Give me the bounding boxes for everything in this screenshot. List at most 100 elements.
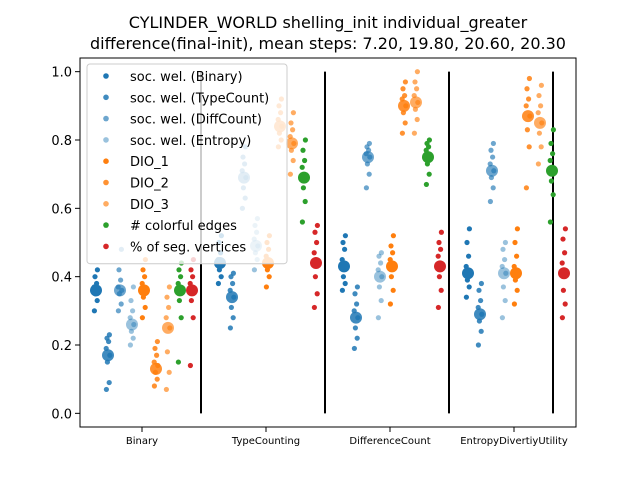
legend: soc. wel. (Binary) soc. wel. (TypeCount) s… [86, 63, 288, 265]
data-point [390, 233, 396, 239]
data-point [131, 321, 137, 328]
data-point [435, 253, 441, 259]
data-point [339, 287, 345, 293]
data-point [163, 315, 169, 321]
data-point [490, 185, 496, 191]
mean-marker [186, 284, 198, 297]
mean-marker [534, 116, 546, 129]
data-point [378, 297, 384, 304]
data-point [106, 379, 112, 386]
legend-marker [103, 222, 109, 228]
data-point [342, 246, 348, 252]
data-point [230, 270, 236, 276]
data-point [514, 253, 520, 259]
legend-entry: soc. wel. (TypeCount) [130, 91, 269, 106]
data-point [478, 328, 484, 334]
data-point [390, 250, 396, 256]
data-point [500, 246, 506, 252]
data-point [376, 253, 382, 259]
data-point [475, 342, 481, 348]
data-point [118, 301, 124, 307]
data-point [166, 369, 172, 375]
data-point [524, 127, 531, 133]
data-point [536, 130, 543, 136]
data-point [154, 376, 160, 382]
data-point [562, 301, 568, 307]
data-point [340, 274, 346, 280]
mean-marker [422, 151, 434, 164]
data-point [190, 315, 196, 321]
data-point [178, 274, 184, 280]
data-point [379, 274, 385, 280]
data-point [490, 140, 496, 147]
data-point [559, 260, 565, 266]
data-point [127, 342, 133, 348]
data-point [547, 219, 554, 225]
data-point [116, 267, 122, 273]
data-point [227, 325, 233, 331]
data-point [399, 130, 405, 136]
data-point [402, 120, 408, 126]
data-point [435, 304, 441, 311]
data-point [340, 239, 346, 246]
legend-marker [103, 243, 109, 250]
data-point [387, 301, 393, 307]
legend-entry: soc. wel. (Binary) [130, 70, 243, 85]
legend-marker [103, 94, 109, 101]
mean-marker [338, 260, 350, 273]
data-point [423, 181, 429, 188]
data-point [438, 246, 444, 252]
mean-marker [474, 308, 486, 321]
data-point [230, 280, 236, 287]
data-point [302, 137, 308, 143]
data-point [548, 178, 555, 184]
data-point [438, 287, 444, 293]
data-point [390, 287, 396, 293]
data-point [127, 315, 133, 321]
mean-marker [162, 321, 174, 334]
data-point [526, 75, 533, 82]
mean-marker [150, 362, 162, 375]
data-point [287, 171, 293, 177]
data-point [502, 239, 508, 246]
data-point [130, 308, 136, 314]
data-point [478, 297, 484, 304]
mean-marker [374, 270, 386, 283]
data-point [499, 315, 505, 321]
data-point [488, 147, 494, 153]
data-point [487, 198, 493, 205]
data-point [142, 304, 148, 311]
data-point [314, 291, 320, 297]
data-point [94, 267, 100, 273]
data-point [562, 250, 568, 256]
data-point [538, 82, 545, 88]
data-point [311, 250, 317, 256]
data-point [128, 328, 134, 334]
data-point [499, 263, 505, 270]
y-tick-label: 0.0 [51, 407, 72, 422]
data-point [478, 280, 484, 287]
data-point [354, 284, 360, 290]
data-point [302, 198, 308, 205]
data-point [535, 161, 542, 167]
chart-title: CYLINDER_WORLD shelling_init individual_… [129, 13, 528, 33]
data-point [548, 140, 554, 147]
y-axis: 0.0 0.2 0.4 0.6 0.8 1.0 [51, 66, 80, 422]
data-point [115, 308, 121, 314]
data-point [139, 315, 145, 321]
data-point [175, 359, 181, 365]
data-point [164, 294, 170, 300]
data-point [438, 229, 444, 235]
legend-entry: # colorful edges [130, 219, 237, 234]
data-point [466, 253, 472, 259]
data-point [363, 185, 369, 191]
data-point [523, 103, 529, 109]
data-point [92, 274, 98, 280]
data-point [550, 151, 556, 157]
data-point [300, 147, 306, 153]
mean-marker [362, 151, 374, 164]
data-point [299, 219, 305, 225]
mean-marker [174, 284, 186, 297]
data-point [154, 352, 160, 358]
